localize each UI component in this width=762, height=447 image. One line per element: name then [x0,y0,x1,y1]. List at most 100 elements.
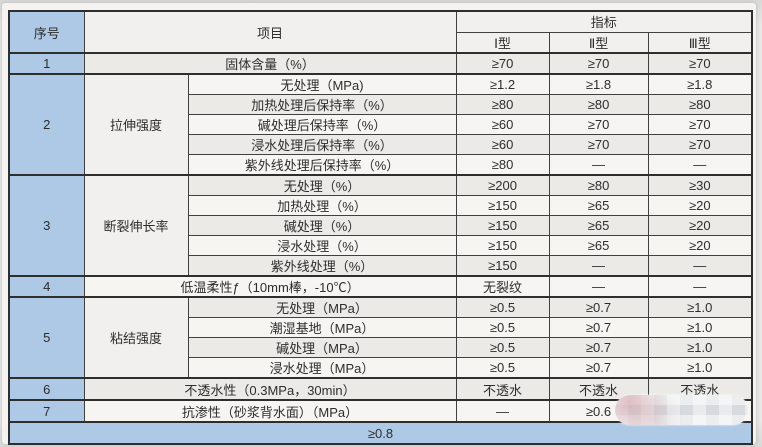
table-row: 1 固体含量（%） ≥70 ≥70 ≥70 [8,52,753,75]
item-cell: 不透水性（0.3MPa，30min） [83,377,457,401]
category-cell: 粘结强度 [83,296,189,379]
item-cell: 低温柔性ƒ（10mm棒，-10℃） [83,275,457,298]
value-cell: ≥70 [548,114,649,135]
row-number-cell: 7 [8,399,85,423]
value-cell: ≥1.0 [647,317,753,338]
item-cell: 紫外线处理后保持率（%） [187,154,457,176]
value-cell: ≥150 [455,255,550,277]
value-cell: ≥150 [455,235,550,256]
value-cell: ≥80 [455,94,550,115]
row-number-cell: 5 [8,296,85,379]
header-type-2: Ⅱ型 [548,31,649,54]
value-cell: ≥65 [548,195,649,216]
value-cell: ≥70 [548,134,649,155]
value-cell: ≥1.8 [548,73,649,95]
item-cell: 固体含量（%） [83,52,457,75]
value-cell: ≥1.0 [647,296,753,318]
header-type-1: Ⅰ型 [455,31,550,54]
item-cell: 浸水处理（MPa） [187,357,457,379]
spec-table: 序号 项目 指标 Ⅰ型 Ⅱ型 Ⅲ型 1 固体含量（%） ≥70 ≥70 ≥70 … [8,10,754,445]
footer-row: ≥0.8 [8,421,753,445]
table-row: 潮湿基地（MPa） ≥0.5 ≥0.7 ≥1.0 [9,317,753,338]
value-cell: ≥0.7 [548,337,649,358]
value-cell: ≥80 [548,174,649,196]
value-cell: ≥80 [455,154,550,176]
item-cell: 无处理（MPa) [187,73,457,95]
value-cell: ≥30 [647,174,753,196]
value-cell: — [548,154,649,176]
value-cell: ≥0.7 [548,317,649,338]
value-cell: ≥0.5 [455,337,550,358]
value-cell: — [548,255,649,277]
value-cell: ≥65 [548,215,649,236]
table-row: 2 拉伸强度 无处理（MPa) ≥1.2 ≥1.8 ≥1.8 [8,73,753,176]
item-cell: 浸水处理（%） [187,235,457,256]
row-number-cell: 2 [8,73,85,176]
table-row: 4 低温柔性ƒ（10mm棒，-10℃） 无裂纹 — — [8,275,753,298]
item-cell: 无处理（MPa） [187,296,457,318]
table-row: 碱处理（%） ≥150 ≥65 ≥20 [9,215,753,236]
item-cell: 紫外线处理（%） [187,255,457,277]
table-row: 浸水处理后保持率（%） ≥60 ≥70 ≥70 [9,134,753,155]
header-row-1: 序号 项目 指标 [8,10,753,54]
table-row: 加热处理（%） ≥150 ≥65 ≥20 [9,195,753,216]
value-cell: ≥1.2 [455,73,550,95]
value-cell: ≥60 [455,114,550,135]
table-row: 浸水处理（MPa） ≥0.5 ≥0.7 ≥1.0 [9,357,753,379]
value-cell: ≥70 [647,52,753,75]
value-cell: — [647,255,753,277]
header-item: 项目 [83,10,457,54]
value-cell: ≥20 [647,235,753,256]
row-number-cell: 3 [8,174,85,277]
value-cell: 不透水 [455,377,550,401]
value-cell: ≥1.8 [647,73,753,95]
item-cell: 加热处理后保持率（%） [187,94,457,115]
item-cell: 加热处理（%） [187,195,457,216]
header-row-2: Ⅰ型 Ⅱ型 Ⅲ型 [9,31,753,54]
value-cell: ≥80 [647,94,753,115]
value-cell: ≥65 [548,235,649,256]
value-cell: ≥200 [455,174,550,196]
header-no: 序号 [8,10,85,54]
value-cell: — [647,275,753,298]
table-row: 碱处理（MPa） ≥0.5 ≥0.7 ≥1.0 [9,337,753,358]
table-row: 3 断裂伸长率 无处理（%） ≥200 ≥80 ≥30 [8,174,753,277]
row-number-cell: 6 [8,377,85,401]
value-cell: — [548,275,649,298]
table-row: 5 粘结强度 无处理（MPa） ≥0.5 ≥0.7 ≥1.0 [8,296,753,379]
value-cell: ≥70 [455,52,550,75]
table-row: 紫外线处理（%） ≥150 — — [9,255,753,277]
value-cell: ≥1.0 [647,357,753,379]
value-cell: ≥150 [455,215,550,236]
value-cell: ≥0.5 [455,296,550,318]
value-cell: ≥150 [455,195,550,216]
value-cell: 不透水 [548,377,649,401]
row-number-cell: 1 [8,52,85,75]
footer-value-cell: ≥0.8 [8,421,753,445]
item-cell: 浸水处理后保持率（%） [187,134,457,155]
value-cell: ≥0.7 [548,296,649,318]
item-cell: 抗渗性（砂浆背水面）（MPa） [83,399,457,423]
value-cell: — [455,399,550,423]
value-cell: ≥0.5 [455,317,550,338]
value-cell: ≥70 [647,134,753,155]
value-cell: ≥80 [548,94,649,115]
value-cell: ≥0.7 [548,357,649,379]
table-row: 浸水处理（%） ≥150 ≥65 ≥20 [9,235,753,256]
item-cell: 碱处理（%） [187,215,457,236]
row-number-cell: 4 [8,275,85,298]
value-cell: ≥0.5 [455,357,550,379]
value-cell: 无裂纹 [455,275,550,298]
item-cell: 碱处理（MPa） [187,337,457,358]
value-cell: ≥70 [548,52,649,75]
value-cell: ≥1.0 [647,337,753,358]
value-cell: ≥20 [647,195,753,216]
item-cell: 潮湿基地（MPa） [187,317,457,338]
category-cell: 断裂伸长率 [83,174,189,277]
value-cell: ≥20 [647,215,753,236]
item-cell: 无处理（%） [187,174,457,196]
header-type-3: Ⅲ型 [647,31,753,54]
header-indicator: 指标 [455,10,753,33]
censor-blur [615,395,748,425]
